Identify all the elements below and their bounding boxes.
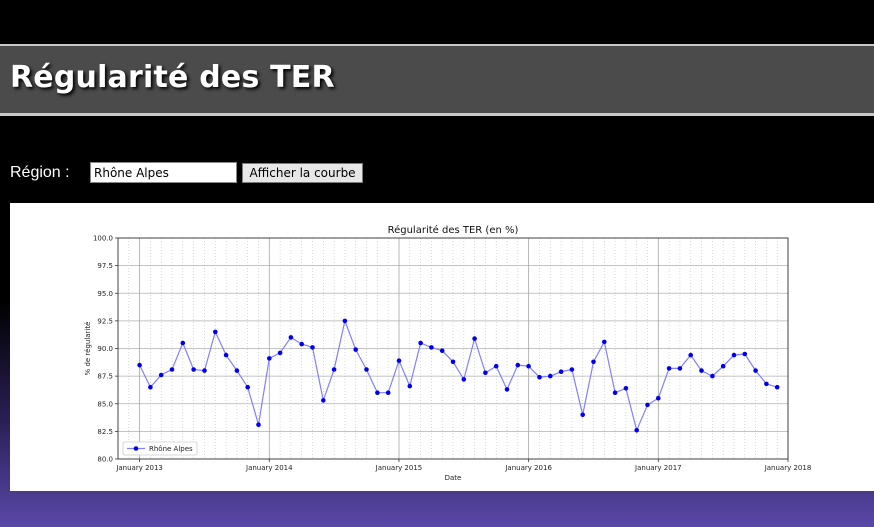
y-tick-label: 97.5 [97,262,113,270]
x-tick-label: January 2016 [504,464,552,472]
data-point [234,368,240,373]
data-point [569,367,575,372]
data-point [407,383,413,389]
data-point [223,352,229,358]
data-point [548,373,553,379]
y-tick-label: 80.0 [97,456,113,464]
data-point [710,373,715,379]
series-line-rhone-alpes [139,318,778,433]
data-point [666,366,672,371]
data-point [385,390,391,395]
y-tick-label: 100.0 [93,235,113,243]
plot-frame [117,237,789,460]
data-point [137,362,142,368]
data-point [191,367,196,372]
data-point [656,395,661,401]
x-tick-label: January 2015 [375,464,423,472]
chart-title: Régularité des TER (en %) [388,224,519,236]
data-point [580,412,585,418]
data-point [267,356,272,361]
page-header: Régularité des TER [0,44,874,116]
data-point [353,347,359,352]
data-point [731,352,737,358]
y-tick-label: 87.5 [97,373,113,381]
y-axis-title: % de régularité [84,322,92,376]
data-point [558,369,564,374]
x-tick-label: January 2017 [634,464,682,472]
data-point [418,340,423,346]
data-point [483,370,488,376]
data-point [774,384,780,390]
data-point [699,368,704,373]
data-point [342,318,348,324]
region-label: Région : [10,164,70,181]
y-tick-label: 95.0 [97,290,113,298]
legend-label: Rhône Alpes [149,445,193,453]
data-point [429,345,434,350]
regularity-chart: 80.0 82.5 85.0 87.5 90.0 92.5 95.0 97.5 100.0 Jan… [84,224,812,482]
show-curve-button[interactable]: Afficher la courbe [242,163,363,183]
data-point [537,374,542,380]
data-point [245,384,250,390]
data-point [688,352,693,358]
x-tick-label: January 2014 [245,464,293,472]
data-point [623,386,629,391]
data-point [148,384,153,390]
data-point [515,362,521,368]
data-point [504,387,510,392]
chart-panel: 80.0 82.5 85.0 87.5 90.0 92.5 95.0 97.5 100.0 Jan… [10,203,874,491]
data-point [256,422,261,427]
region-input[interactable] [90,162,237,183]
data-point [493,363,499,369]
data-point [461,377,467,382]
data-point [202,368,207,373]
legend-box [122,441,198,456]
data-point [396,358,402,363]
data-point [158,372,164,378]
data-point [310,345,315,350]
data-point [180,340,186,346]
data-point [213,329,218,335]
data-point [331,367,337,372]
data-point [753,368,758,373]
data-point [677,366,683,371]
data-point [321,398,326,403]
data-point [169,367,175,372]
x-tick-label: January 2018 [764,464,812,472]
data-point [439,348,445,353]
x-tick-label: January 2013 [115,464,163,472]
data-point [742,351,748,357]
data-point [375,390,380,395]
data-point [634,428,639,433]
y-tick-label: 82.5 [97,428,113,436]
y-tick-label: 85.0 [97,400,113,408]
data-point [450,359,456,365]
data-point [602,339,607,345]
y-tick-label: 90.0 [97,345,113,353]
data-point [472,336,477,341]
data-point [591,359,596,365]
data-point [526,363,531,369]
data-point [720,363,726,369]
data-point [364,367,369,372]
data-point [299,341,305,347]
data-point [764,381,769,387]
x-axis-title: Date [445,474,462,482]
legend-marker [133,446,139,451]
data-point [277,350,283,356]
page-title: Régularité des TER [10,60,335,95]
y-tick-label: 92.5 [97,317,113,325]
data-point [645,402,650,408]
data-point [288,335,294,340]
data-point [612,390,618,395]
